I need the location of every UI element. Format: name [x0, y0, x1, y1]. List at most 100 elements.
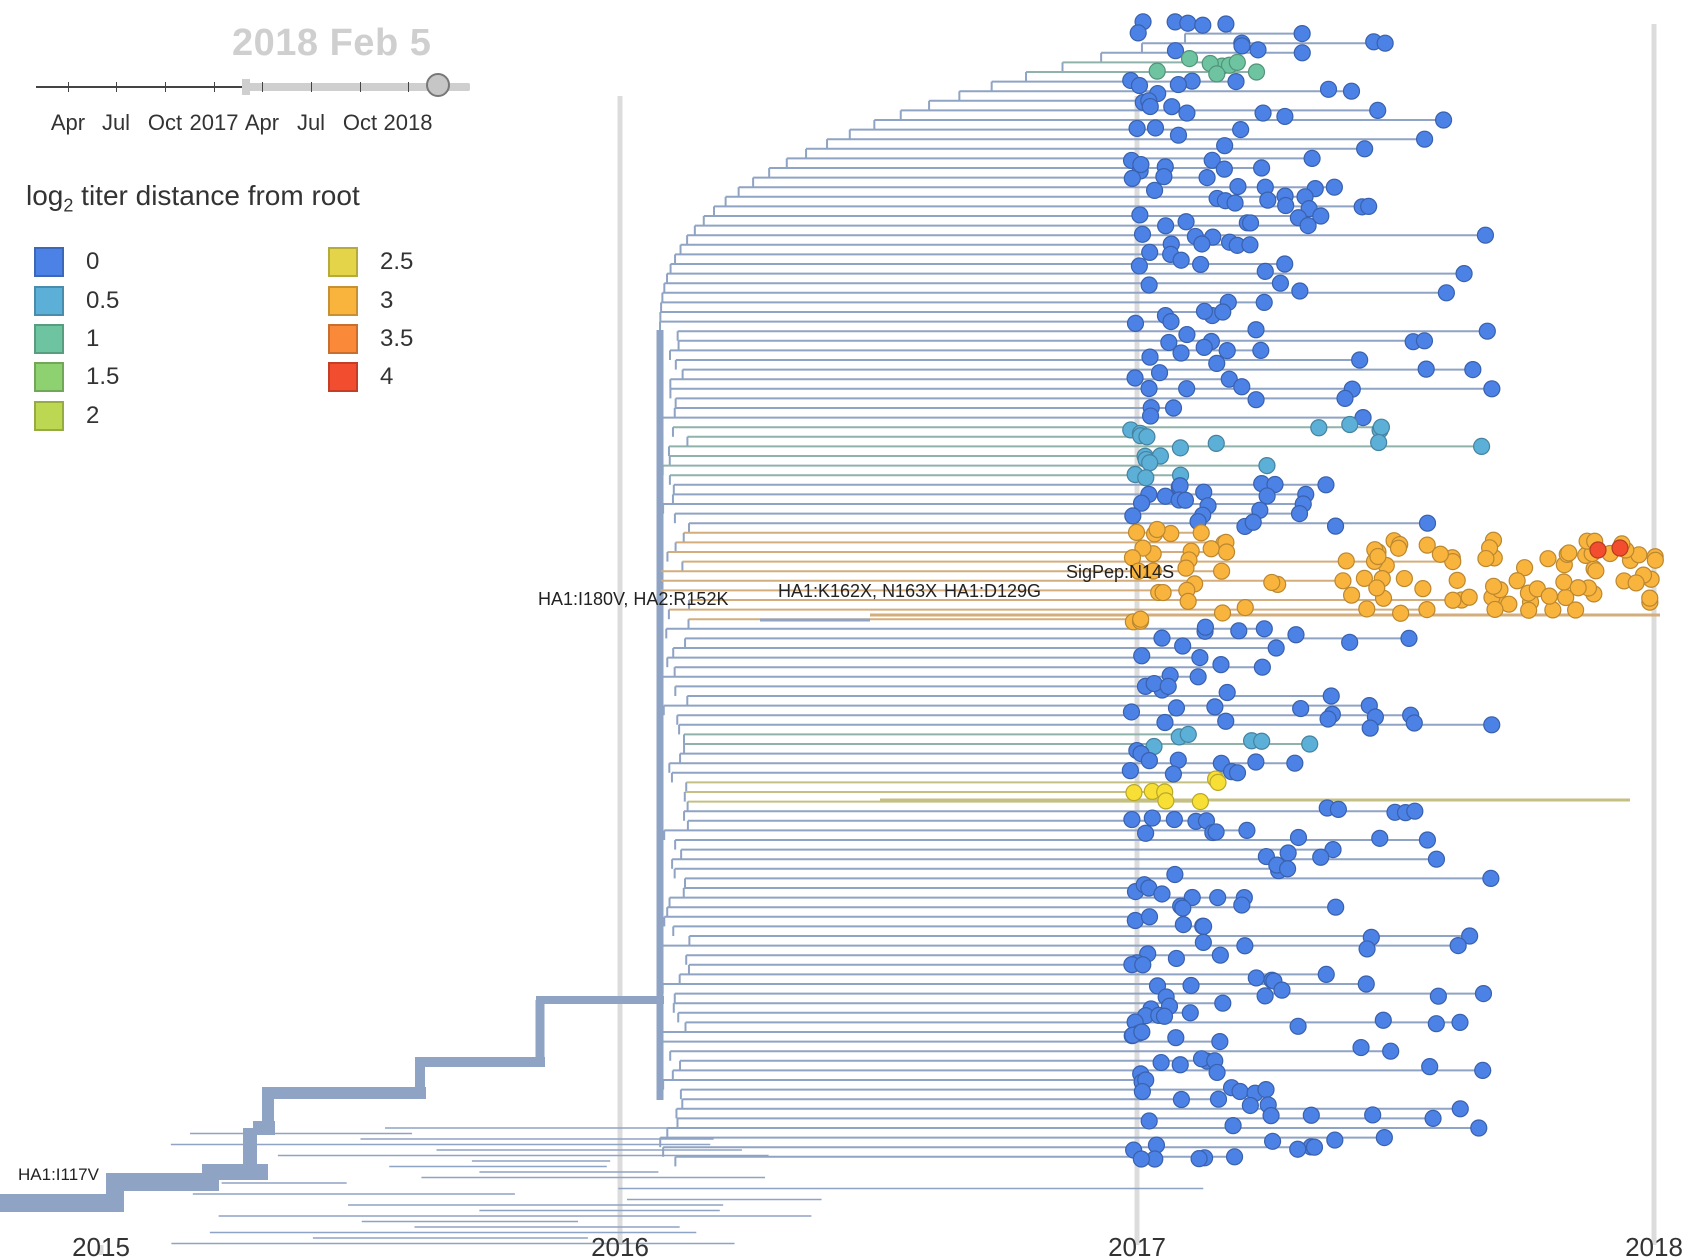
tip-node — [1342, 586, 1361, 604]
tip-node — [1131, 206, 1149, 224]
tip-node — [1451, 1013, 1469, 1032]
tip-node — [1191, 792, 1209, 811]
tip-node — [1130, 76, 1149, 95]
tip-node — [1129, 24, 1147, 42]
tip-node — [1231, 1082, 1249, 1101]
tip-node — [1263, 1132, 1282, 1150]
tip-node — [1342, 82, 1361, 100]
tip-node — [1157, 217, 1175, 235]
tip-node — [1183, 888, 1201, 907]
tip-node — [1195, 338, 1213, 356]
tip-node — [1132, 155, 1150, 174]
tip-node — [1167, 949, 1185, 968]
tip-node — [1354, 409, 1372, 427]
tip-node — [1233, 896, 1251, 914]
legend-swatch — [328, 324, 358, 354]
legend-item[interactable]: 1 — [34, 324, 99, 354]
slider-tick — [116, 82, 117, 92]
branch-label-sigpep-n14s: SigPep:N14S — [1066, 562, 1174, 582]
tip-node — [1337, 552, 1355, 570]
slider-tick — [165, 82, 166, 92]
tip-node — [1292, 699, 1310, 718]
tip-node — [1324, 840, 1342, 859]
tip-node — [1515, 559, 1534, 577]
tip-node — [1641, 589, 1659, 607]
tip-node — [1273, 981, 1291, 999]
tree-branches — [0, 23, 1660, 1245]
tip-node — [1146, 119, 1165, 137]
tip-node — [1155, 168, 1173, 186]
legend-label: 3 — [380, 287, 394, 314]
tip-node — [1191, 255, 1210, 274]
tip-node — [1215, 160, 1233, 178]
tip-node — [1162, 313, 1180, 331]
legend-item[interactable]: 3.5 — [328, 324, 413, 354]
tip-node — [1218, 342, 1236, 360]
legend-swatch — [34, 286, 64, 316]
slider-end-handle[interactable] — [426, 73, 450, 97]
tip-node — [1165, 810, 1183, 829]
current-date-display: 2018 Feb 5 — [232, 22, 432, 64]
tip-node — [1247, 63, 1266, 81]
tip-node — [1181, 1004, 1199, 1022]
tip-node — [1277, 196, 1295, 215]
tip-node — [1400, 629, 1418, 648]
tip-node — [1132, 610, 1150, 628]
tip-node — [1123, 810, 1141, 829]
slider-selected-range[interactable] — [244, 83, 470, 91]
tip-node — [1177, 213, 1195, 231]
tip-node — [1209, 1090, 1228, 1108]
tip-node — [1241, 214, 1260, 232]
date-range-slider[interactable]: Apr Jul Oct 2017 Apr Jul Oct 2018 — [30, 73, 470, 136]
tip-node — [1376, 34, 1394, 52]
tip-node — [1569, 579, 1587, 597]
legend-item[interactable]: 1.5 — [34, 362, 119, 392]
tip-node — [1241, 236, 1259, 254]
tip-node — [1303, 149, 1321, 167]
tip-node — [1302, 1106, 1320, 1124]
legend-swatch — [328, 286, 358, 316]
legend-title-suffix: titer distance from root — [73, 180, 360, 211]
slider-start-handle[interactable] — [242, 79, 250, 95]
tip-node — [1355, 569, 1373, 587]
tip-node — [1406, 802, 1424, 820]
legend-item[interactable]: 2.5 — [328, 247, 413, 277]
tip-node — [1278, 860, 1297, 878]
tip-node — [1195, 917, 1213, 936]
tip-node — [1289, 1140, 1307, 1158]
tip-node — [1276, 255, 1294, 273]
tip-node — [1122, 703, 1141, 721]
tip-node — [1228, 764, 1247, 782]
legend-item[interactable]: 2 — [34, 401, 99, 431]
tip-node — [1148, 520, 1166, 539]
tip-node — [1312, 848, 1330, 866]
tip-node — [1159, 677, 1177, 696]
legend-item[interactable]: 3 — [328, 286, 393, 316]
slider-track[interactable] — [36, 86, 444, 88]
tip-node — [1289, 1017, 1307, 1035]
tip-node — [1238, 821, 1256, 840]
tip-node — [1334, 572, 1352, 590]
legend-item[interactable]: 0 — [34, 247, 99, 277]
tip-node — [1312, 207, 1330, 225]
axis-label-2016: 2016 — [591, 1232, 649, 1260]
tip-node — [1167, 699, 1186, 717]
tip-node — [1418, 514, 1437, 532]
tip-node — [1611, 539, 1629, 557]
tip-node — [1203, 151, 1221, 169]
tip-node — [1361, 719, 1379, 737]
legend-item[interactable]: 4 — [328, 362, 393, 392]
tip-node — [1421, 1058, 1439, 1076]
tip-node — [1157, 792, 1175, 810]
tip-node — [1360, 197, 1378, 215]
tip-node — [1437, 284, 1455, 302]
tip-node — [1646, 551, 1664, 569]
tip-node — [1176, 491, 1195, 509]
tip-node — [1229, 177, 1247, 196]
tip-node — [1358, 940, 1376, 958]
tip-node — [1167, 1029, 1185, 1047]
legend-item[interactable]: 0.5 — [34, 286, 119, 316]
tip-node — [1356, 140, 1374, 158]
tip-node — [1317, 965, 1335, 984]
tip-node — [1126, 369, 1144, 387]
